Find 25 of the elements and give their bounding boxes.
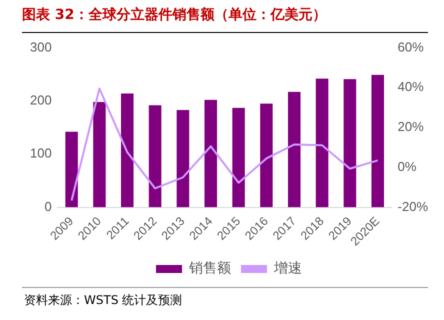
bar <box>371 74 384 208</box>
y-tick-label: 100 <box>30 146 52 161</box>
text: 资料来源：WSTS 统计及预测 <box>24 292 182 309</box>
bar <box>316 78 328 208</box>
bar <box>260 104 273 208</box>
y2-tick-label: 60% <box>398 39 424 54</box>
chart-title: 图表 32：全球分立器件销售额（单位：亿美元） <box>22 6 326 24</box>
bar <box>232 108 245 208</box>
bar <box>288 92 301 208</box>
y2-tick-label: 0% <box>398 158 417 174</box>
legend-label: 销售额 <box>188 260 231 277</box>
y-tick-label: 200 <box>30 92 52 108</box>
y2-tick-label: 20% <box>398 119 424 134</box>
legend-label: 增速 <box>273 260 302 277</box>
bar <box>121 94 134 208</box>
y-tick-label: 0 <box>44 198 52 214</box>
bar <box>93 102 106 208</box>
bar <box>344 79 356 208</box>
y2-tick-label: -20% <box>398 198 428 214</box>
bar <box>65 132 78 208</box>
bar <box>176 110 190 208</box>
y2-tick-label: 40% <box>398 79 424 94</box>
bar <box>204 100 218 208</box>
y-tick-label: 300 <box>30 39 52 54</box>
bar <box>148 105 162 208</box>
